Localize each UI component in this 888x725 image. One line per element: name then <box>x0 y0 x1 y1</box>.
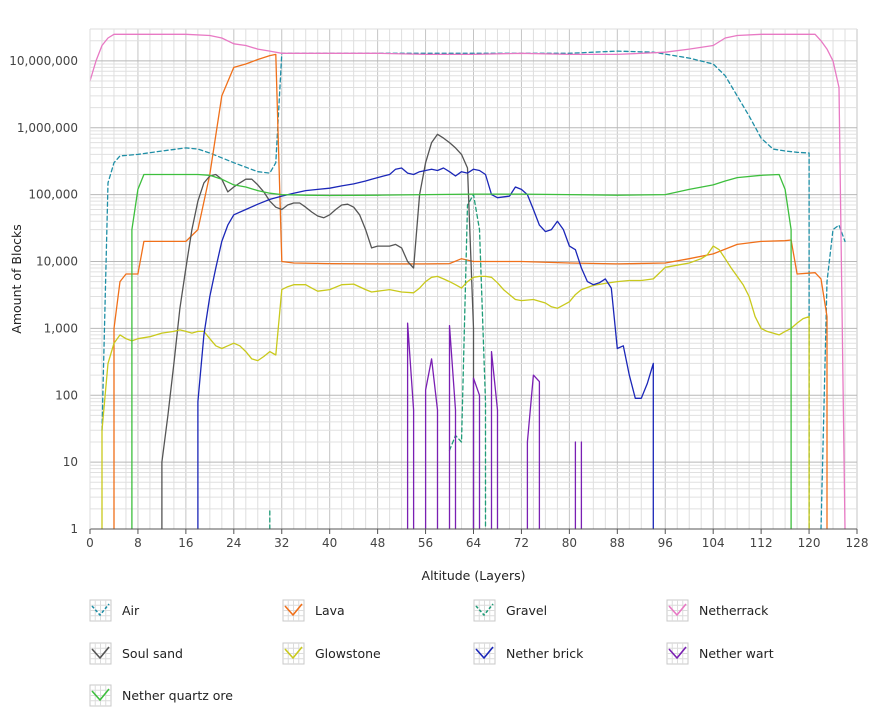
legend-label: Nether brick <box>506 646 584 661</box>
x-tick-label: 96 <box>658 536 673 550</box>
legend-swatch-icon <box>89 642 112 665</box>
x-axis-title: Altitude (Layers) <box>422 568 526 583</box>
legend-label: Gravel <box>506 603 547 618</box>
legend-swatch-icon <box>473 599 496 622</box>
x-tick-label: 0 <box>86 536 94 550</box>
legend-swatch-line <box>475 603 494 616</box>
legend-swatch-icon <box>473 642 496 665</box>
x-tick-label: 72 <box>514 536 529 550</box>
x-tick-label: 24 <box>226 536 241 550</box>
y-tick-label: 100,000 <box>28 188 78 202</box>
legend-swatch-icon <box>89 684 112 707</box>
legend-label: Netherrack <box>699 603 769 618</box>
legend-label: Soul sand <box>122 646 183 661</box>
x-tick-label: 48 <box>370 536 385 550</box>
x-tick-label: 80 <box>562 536 577 550</box>
legend-swatch-line <box>668 603 687 616</box>
legend-item-lava: Lava <box>282 599 345 622</box>
series-line-soul-sand <box>161 133 475 530</box>
legend-swatch-icon <box>666 599 689 622</box>
y-tick-label: 1,000 <box>44 321 78 335</box>
x-tick-label: 56 <box>418 536 433 550</box>
y-tick-label: 1 <box>70 522 78 536</box>
y-tick-label: 10 <box>63 455 78 469</box>
legend-swatch-line <box>91 603 110 616</box>
x-tick-label: 16 <box>178 536 193 550</box>
series-line-glowstone <box>101 245 810 530</box>
x-tick-label: 88 <box>610 536 625 550</box>
series-line-gravel <box>269 193 487 530</box>
legend-swatch-icon <box>666 642 689 665</box>
series-line-nether-brick <box>197 167 654 530</box>
x-tick-label: 32 <box>274 536 289 550</box>
x-tick-label: 120 <box>798 536 821 550</box>
legend-label: Lava <box>315 603 345 618</box>
y-tick-label: 1,000,000 <box>17 121 78 135</box>
y-tick-label: 10,000,000 <box>9 54 78 68</box>
y-axis-title: Amount of Blocks <box>9 224 24 333</box>
x-tick-label: 112 <box>750 536 773 550</box>
legend-item-soul-sand: Soul sand <box>89 642 183 665</box>
legend-item-nether-wart: Nether wart <box>666 642 774 665</box>
series-line-nether-quartz-ore <box>131 173 792 530</box>
legend-label: Nether quartz ore <box>122 688 233 703</box>
x-tick-label: 64 <box>466 536 481 550</box>
legend-swatch-line <box>284 603 303 616</box>
legend-swatch-line <box>668 646 687 659</box>
series-line-netherrack <box>89 33 846 530</box>
x-tick-label: 8 <box>134 536 142 550</box>
legend-item-nether-quartz-ore: Nether quartz ore <box>89 684 233 707</box>
legend-item-glowstone: Glowstone <box>282 642 381 665</box>
legend-label: Air <box>122 603 140 618</box>
legend-item-netherrack: Netherrack <box>666 599 769 622</box>
x-tick-label: 104 <box>702 536 725 550</box>
legend-swatch-icon <box>89 599 112 622</box>
series-line-nether-wart <box>406 322 583 530</box>
series-lines <box>89 33 846 530</box>
legend-swatch-line <box>284 646 303 659</box>
x-tick-label: 40 <box>322 536 337 550</box>
legend-label: Glowstone <box>315 646 381 661</box>
y-tick-label: 100 <box>55 388 78 402</box>
legend: Air Lava Gravel Netherrack Soul sand Glowston… <box>89 599 774 707</box>
legend-item-nether-brick: Nether brick <box>473 642 584 665</box>
legend-swatch-line <box>91 688 110 701</box>
x-tick-label: 128 <box>846 536 869 550</box>
series-line-lava <box>113 53 828 530</box>
legend-swatch-icon <box>282 599 305 622</box>
y-tick-label: 10,000 <box>36 255 78 269</box>
axes: 0 8 16 24 32 40 48 56 64 72 80 88 96 104 112 120 128 1 10 1… <box>9 29 868 550</box>
legend-item-gravel: Gravel <box>473 599 547 622</box>
legend-label: Nether wart <box>699 646 774 661</box>
legend-swatch-line <box>91 646 110 659</box>
legend-swatch-icon <box>282 642 305 665</box>
legend-swatch-line <box>475 646 494 659</box>
legend-item-air: Air <box>89 599 140 622</box>
